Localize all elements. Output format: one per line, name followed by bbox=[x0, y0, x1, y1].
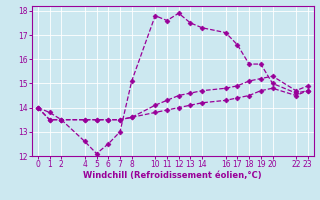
X-axis label: Windchill (Refroidissement éolien,°C): Windchill (Refroidissement éolien,°C) bbox=[84, 171, 262, 180]
